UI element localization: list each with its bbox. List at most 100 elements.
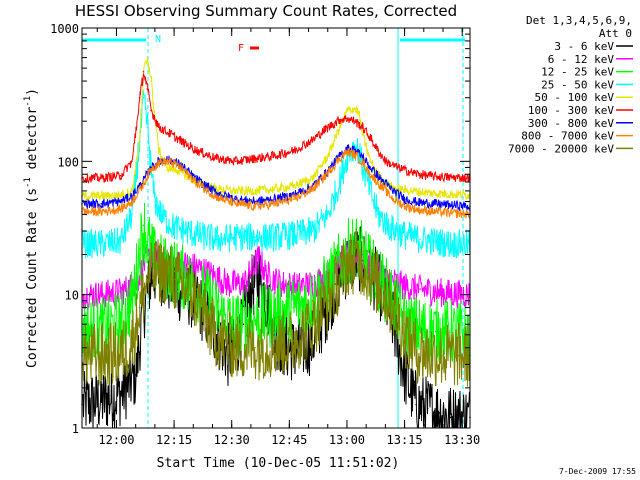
data-point xyxy=(146,126,149,129)
data-point xyxy=(377,213,379,216)
data-point xyxy=(150,173,152,176)
data-point xyxy=(377,150,379,152)
data-point xyxy=(446,176,448,178)
legend-label: 100 - 300 keV xyxy=(528,104,614,117)
data-point xyxy=(434,203,437,205)
data-point xyxy=(254,346,256,349)
data-point xyxy=(142,263,145,265)
data-point xyxy=(292,306,295,309)
plot-frame xyxy=(81,27,471,429)
data-point xyxy=(361,126,364,129)
data-point xyxy=(346,150,348,153)
data-point xyxy=(450,292,452,295)
data-point xyxy=(415,349,418,352)
data-point xyxy=(257,256,260,259)
data-point xyxy=(273,344,275,346)
x-tick-label: 12:15 xyxy=(156,433,192,447)
data-point xyxy=(150,167,152,170)
data-point xyxy=(396,188,398,190)
y-axis-label-sup1: -1 xyxy=(23,177,33,188)
x-tick-label: 12:00 xyxy=(98,433,134,447)
data-point xyxy=(150,166,152,169)
x-tick-label: 13:15 xyxy=(387,433,423,447)
data-point xyxy=(119,240,122,243)
data-point xyxy=(242,283,245,285)
data-point xyxy=(196,150,198,152)
data-point xyxy=(327,300,329,302)
data-point xyxy=(392,190,395,192)
data-point xyxy=(346,263,348,265)
data-point xyxy=(419,238,421,241)
y-tick-label: 10 xyxy=(65,289,79,303)
data-point xyxy=(338,157,341,160)
data-point xyxy=(158,126,160,129)
data-point xyxy=(369,274,371,277)
data-point xyxy=(138,96,141,99)
y-axis-label-main: Corrected Count Rate (s xyxy=(25,188,40,368)
data-point xyxy=(119,174,122,177)
series-8 xyxy=(81,228,471,387)
data-point xyxy=(296,285,298,288)
data-point xyxy=(135,374,137,376)
data-point xyxy=(338,126,341,129)
data-point xyxy=(419,209,421,211)
data-point xyxy=(131,200,133,203)
data-point xyxy=(438,412,441,414)
series-line-6 xyxy=(82,144,470,212)
data-point xyxy=(273,188,275,190)
data-point xyxy=(361,166,364,169)
data-point xyxy=(150,80,152,82)
data-point xyxy=(369,166,371,169)
series-6 xyxy=(81,144,471,212)
data-point xyxy=(142,70,145,73)
data-point xyxy=(403,198,406,200)
data-point xyxy=(165,166,168,169)
data-point xyxy=(234,160,237,163)
data-point xyxy=(403,334,406,336)
data-point xyxy=(146,278,149,281)
data-point xyxy=(411,190,414,192)
data-point xyxy=(184,288,187,290)
data-point xyxy=(411,172,414,174)
data-point xyxy=(327,172,329,174)
y-axis-label-mid: detector xyxy=(25,107,40,178)
data-point xyxy=(369,190,371,192)
data-point xyxy=(184,278,187,281)
data-point xyxy=(384,160,387,163)
data-point xyxy=(403,234,406,236)
data-point xyxy=(273,314,275,317)
data-point xyxy=(434,291,437,293)
data-point xyxy=(273,203,275,205)
data-point xyxy=(119,353,122,355)
data-point xyxy=(357,112,360,114)
x-axis-label: Start Time (10-Dec-05 11:51:02) xyxy=(157,456,400,471)
data-point xyxy=(361,263,364,265)
x-tick-label: 12:30 xyxy=(214,433,250,447)
annotation-n: N xyxy=(155,34,161,45)
x-tick-label: 13:00 xyxy=(329,433,365,447)
y-axis: 1 10 100 1000 xyxy=(50,22,470,436)
data-point xyxy=(311,188,314,190)
legend-label: 300 - 800 keV xyxy=(528,117,614,130)
data-point xyxy=(419,288,421,290)
data-point xyxy=(100,243,102,245)
data-point xyxy=(311,230,314,232)
data-point xyxy=(273,198,275,200)
data-point xyxy=(392,198,395,200)
data-point xyxy=(426,192,429,194)
legend-label: 800 - 7000 keV xyxy=(521,130,614,143)
data-point xyxy=(415,403,418,406)
data-point xyxy=(234,203,237,205)
data-point xyxy=(215,196,218,198)
data-point xyxy=(184,230,187,232)
data-point xyxy=(442,354,444,357)
x-tick-label: 12:45 xyxy=(271,433,307,447)
series-5 xyxy=(81,70,471,184)
data-point xyxy=(369,137,371,139)
data-point xyxy=(323,314,325,317)
data-point xyxy=(403,205,406,208)
data-point xyxy=(265,274,268,277)
annotation-f: F xyxy=(238,43,244,54)
data-point xyxy=(196,300,198,302)
